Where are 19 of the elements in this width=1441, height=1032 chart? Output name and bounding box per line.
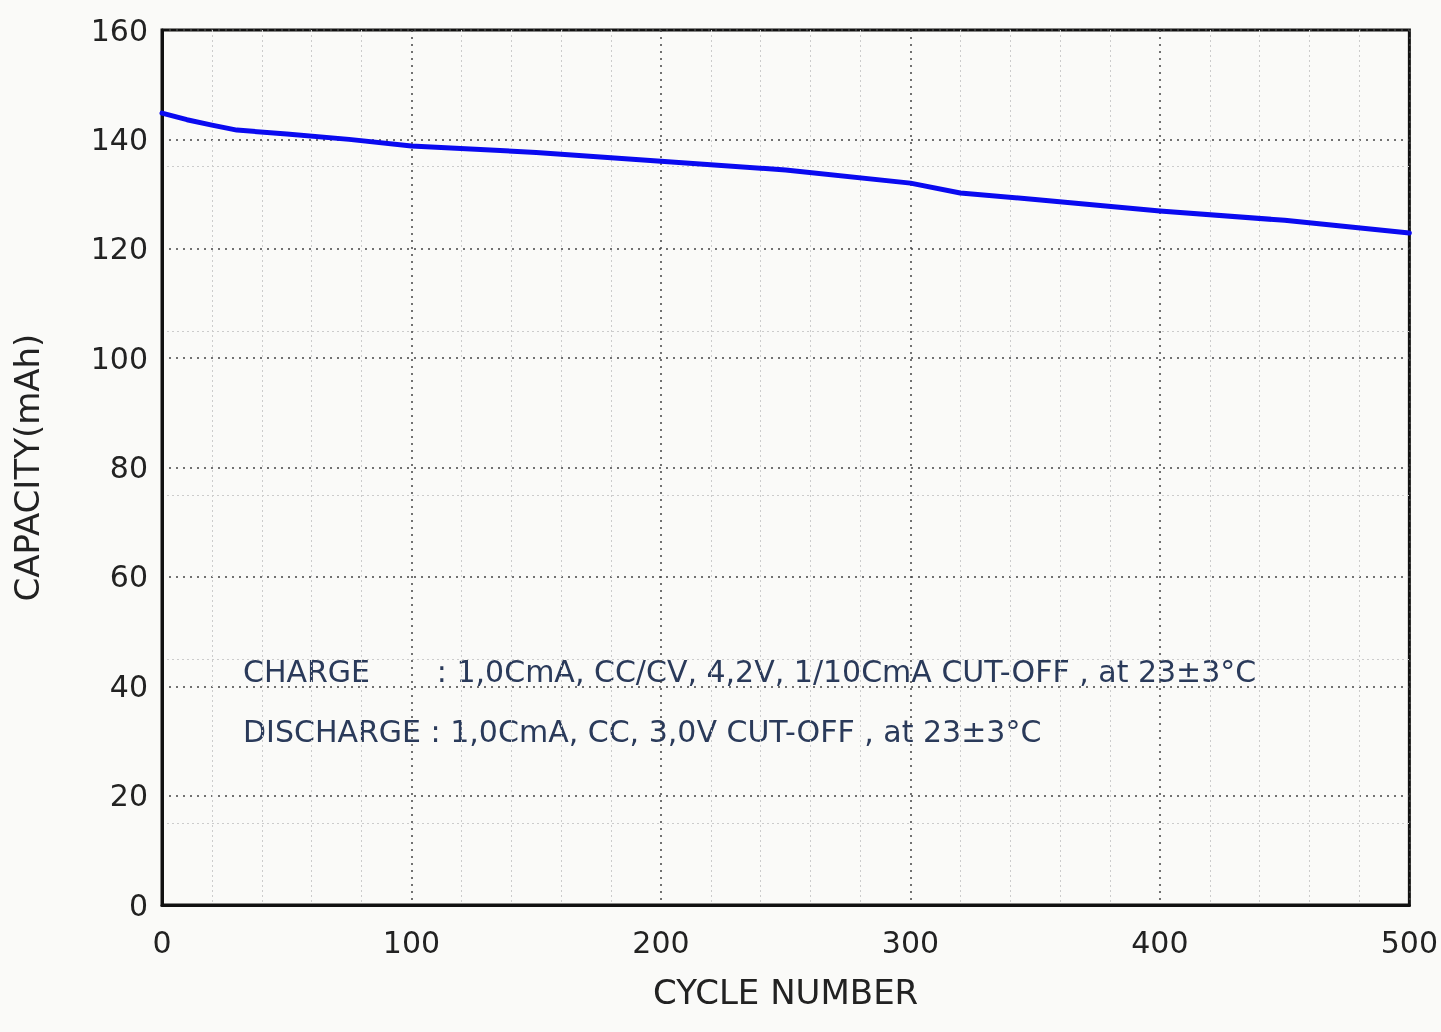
- y-tick-label: 80: [109, 450, 148, 485]
- x-tick-label: 200: [632, 924, 690, 960]
- y-tick-label: 100: [90, 340, 148, 376]
- y-tick-label: 160: [90, 12, 148, 48]
- y-tick-label: 40: [109, 668, 148, 704]
- x-tick-label: 100: [382, 924, 441, 960]
- y-tick-label: 20: [109, 778, 148, 814]
- annotation: DISCHARGE : 1,0CmA, CC, 3,0V CUT-OFF , at 23±3°C: [243, 713, 1042, 749]
- x-tick-label: 300: [881, 924, 940, 960]
- y-tick-label: 120: [90, 231, 148, 267]
- x-axis-title: CYCLE NUMBER: [653, 972, 919, 1012]
- y-axis-title: CAPACITY(mAh): [7, 333, 47, 602]
- x-tick-label: 400: [1131, 924, 1189, 960]
- y-tick-label: 60: [109, 559, 148, 595]
- y-tick-label: 140: [90, 121, 148, 157]
- x-tick-label: 0: [152, 924, 172, 960]
- y-tick-label: 0: [128, 887, 148, 923]
- annotation: CHARGE : 1,0CmA, CC/CV, 4,2V, 1/10CmA CUT-OFF , at 23±3°C: [243, 653, 1257, 689]
- x-tick-label: 500: [1380, 924, 1438, 960]
